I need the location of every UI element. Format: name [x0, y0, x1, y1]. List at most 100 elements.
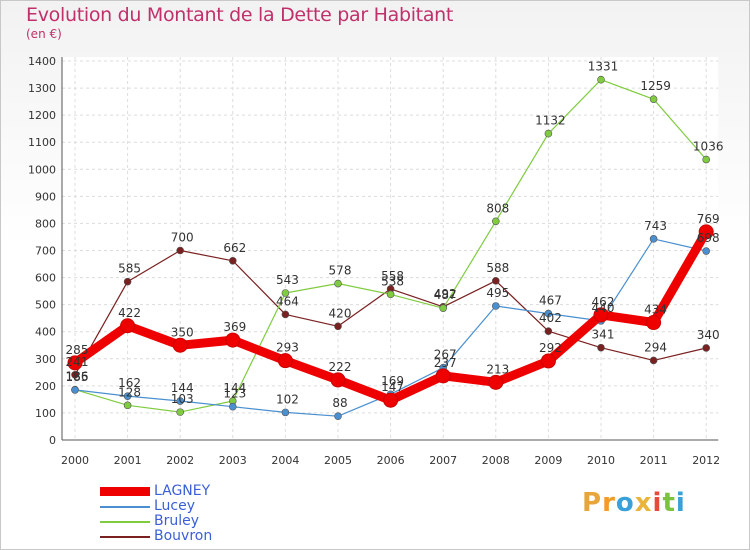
x-tick-label: 2008 — [482, 454, 510, 467]
data-label-lagney: 350 — [171, 325, 194, 339]
data-point-bouvron — [649, 356, 658, 365]
data-point-lucey — [176, 397, 184, 405]
y-tick-label: 900 — [35, 190, 56, 203]
data-point-lagney — [488, 374, 504, 390]
data-point-lagney — [698, 224, 714, 240]
data-point-bruley — [281, 289, 290, 297]
data-point-lagney — [646, 315, 662, 331]
x-tick-label: 2011 — [640, 454, 668, 467]
data-label-lagney: 434 — [644, 303, 667, 317]
logo-letter: x — [634, 488, 653, 518]
logo-letter: i — [675, 488, 686, 518]
data-point-bouvron — [491, 277, 500, 285]
legend-entry-lagney: LAGNEY — [100, 484, 212, 499]
legend-swatch — [100, 487, 150, 496]
data-point-lucey — [123, 392, 132, 400]
legend-entry-bouvron: Bouvron — [100, 529, 212, 544]
data-point-bruley — [702, 155, 711, 164]
y-tick-label: 1100 — [28, 136, 56, 149]
data-label-bouvron: 420 — [329, 306, 352, 320]
data-point-lucey — [544, 309, 553, 318]
x-tick-label: 2001 — [114, 454, 142, 467]
data-label-lucey: 102 — [276, 392, 299, 406]
x-tick-label: 2010 — [587, 454, 615, 467]
data-label-bouvron: 402 — [539, 311, 562, 325]
data-point-lagney — [172, 337, 188, 353]
data-label-bruley: 128 — [118, 385, 141, 399]
y-tick-label: 400 — [35, 326, 56, 339]
data-label-bouvron: 588 — [486, 261, 509, 275]
data-point-bruley — [491, 217, 500, 226]
logo-letter: r — [602, 488, 616, 518]
data-point-bouvron — [123, 277, 132, 286]
data-label-bruley: 186 — [66, 370, 89, 384]
data-point-lucey — [281, 408, 290, 417]
data-point-bouvron — [229, 256, 237, 265]
data-label-bruley: 538 — [381, 274, 404, 288]
data-point-lagney — [67, 355, 83, 371]
legend-label: Lucey — [154, 498, 196, 514]
x-tick-label: 2004 — [271, 454, 299, 467]
data-label-bruley: 808 — [486, 201, 509, 215]
y-tick-label: 1200 — [28, 109, 56, 122]
data-point-bruley — [123, 401, 132, 410]
data-label-bouvron: 585 — [118, 262, 141, 276]
data-point-lucey — [649, 235, 658, 243]
data-label-bruley: 144 — [223, 381, 246, 395]
y-tick-label: 100 — [35, 407, 56, 420]
logo-letter: o — [615, 488, 635, 518]
x-tick-label: 2009 — [534, 454, 562, 467]
data-point-lagney — [383, 392, 399, 408]
data-label-lagney: 292 — [539, 341, 562, 355]
data-label-lucey: 267 — [434, 348, 457, 362]
data-label-lagney: 237 — [434, 356, 457, 370]
data-label-bouvron: 294 — [644, 340, 667, 354]
data-label-bruley: 1259 — [640, 79, 671, 93]
data-label-bruley: 543 — [276, 273, 299, 287]
y-tick-label: 500 — [35, 299, 56, 312]
data-point-bruley — [386, 290, 395, 299]
data-label-bruley: 1036 — [693, 140, 724, 154]
x-tick-label: 2000 — [61, 454, 89, 467]
data-point-bruley — [544, 129, 553, 138]
data-label-lucey: 88 — [332, 396, 347, 410]
data-label-lucey: 495 — [486, 286, 509, 300]
logo-letter: t — [662, 488, 676, 518]
data-label-lucey: 144 — [171, 381, 194, 395]
data-label-lagney: 285 — [66, 343, 89, 357]
data-point-bouvron — [71, 370, 79, 379]
y-tick-label: 200 — [35, 380, 56, 393]
data-point-bouvron — [702, 344, 711, 352]
data-label-bruley: 1132 — [535, 114, 566, 128]
x-tick-label: 2006 — [377, 454, 405, 467]
data-label-lucey: 467 — [539, 294, 562, 308]
legend-label: Bouvron — [154, 528, 213, 544]
data-label-lagney: 769 — [697, 212, 720, 226]
data-point-lagney — [330, 372, 346, 388]
data-point-lucey — [71, 386, 79, 394]
data-label-bouvron: 341 — [592, 328, 615, 342]
y-tick-label: 1400 — [28, 55, 56, 68]
data-point-bouvron — [176, 246, 184, 255]
data-point-bouvron — [597, 343, 605, 352]
data-label-lagney: 293 — [276, 341, 299, 355]
y-tick-label: 800 — [35, 217, 56, 230]
data-label-bouvron: 340 — [697, 328, 720, 342]
data-point-lucey — [334, 412, 342, 420]
data-label-lucey: 162 — [118, 376, 141, 390]
legend-label: LAGNEY — [154, 483, 211, 499]
data-label-bouvron: 662 — [223, 241, 246, 255]
data-label-lucey: 169 — [381, 374, 404, 388]
data-point-lucey — [702, 247, 711, 255]
data-point-bouvron — [334, 322, 342, 331]
data-point-bouvron — [281, 310, 290, 319]
data-point-bruley — [439, 304, 448, 312]
data-label-lucey: 698 — [697, 231, 720, 245]
x-tick-label: 2002 — [166, 454, 194, 467]
data-label-lagney: 222 — [329, 360, 352, 374]
logo-letter: P — [582, 488, 603, 518]
data-label-bruley: 1331 — [588, 60, 619, 74]
data-label-bouvron: 492 — [434, 287, 457, 301]
x-tick-label: 2012 — [692, 454, 720, 467]
